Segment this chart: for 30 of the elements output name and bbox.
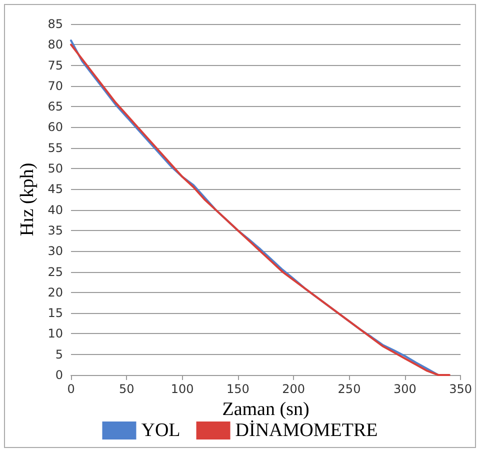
x-tick-label: 150 [226,382,250,396]
x-tick-label: 200 [282,382,306,396]
y-tick-label: 60 [48,120,63,134]
x-tick-label: 50 [119,382,134,396]
y-tick-label: 10 [48,326,63,341]
y-tick-label: 45 [48,182,63,196]
legend-label: DİNAMOMETRE [235,420,378,441]
x-tick-label: 350 [449,382,472,396]
y-tick-label: 85 [48,17,63,31]
y-axis-title: Hız (kph) [16,162,38,236]
y-tick-label: 30 [48,244,63,258]
y-tick-label: 65 [48,100,63,114]
y-tick-label: 80 [48,38,63,52]
y-tick-label: 70 [48,78,63,93]
x-tick-label: 100 [170,382,194,396]
legend-label: YOL [141,420,180,441]
y-tick-label: 0 [55,368,63,382]
y-tick-label: 15 [48,306,63,320]
y-tick-label: 25 [48,264,63,279]
y-tick-label: 5 [55,347,63,362]
y-tick-label: 55 [48,140,63,155]
x-tick-label: 300 [393,382,416,396]
y-tick-label: 40 [48,202,63,217]
y-tick-label: 20 [48,285,63,300]
x-tick-label: 250 [338,382,361,396]
x-axis-title: Zaman (sn) [222,398,310,420]
y-tick-label: 35 [48,223,63,238]
y-tick-label: 75 [48,58,63,72]
x-tick-label: 0 [67,382,75,396]
y-tick-label: 50 [48,162,63,176]
